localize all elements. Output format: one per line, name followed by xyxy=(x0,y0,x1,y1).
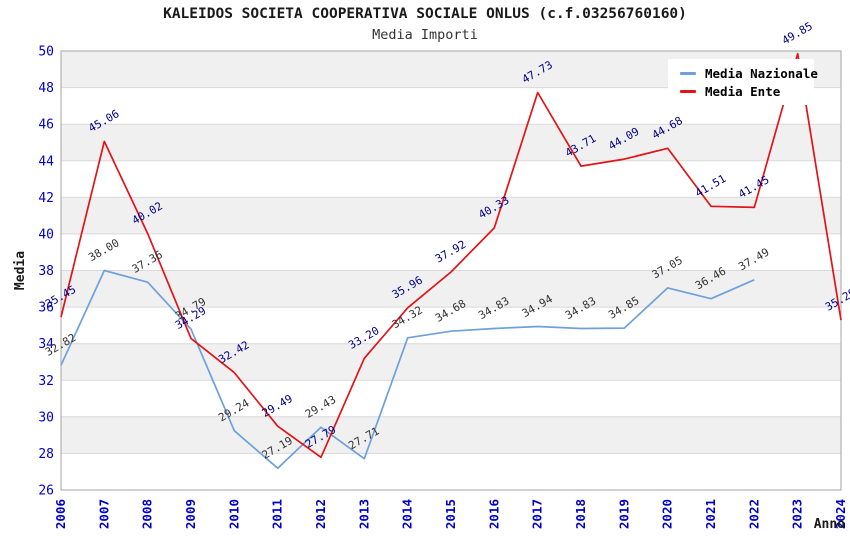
grid-band xyxy=(61,270,841,308)
x-tick-label: 2015 xyxy=(443,499,458,529)
legend: Media Nazionale Media Ente xyxy=(668,59,818,105)
y-tick-label: 34 xyxy=(38,337,54,352)
legend-label: Media Nazionale xyxy=(705,65,818,81)
y-tick-label: 36 xyxy=(38,301,54,316)
y-axis-title: Media xyxy=(13,251,28,290)
value-label: 41.51 xyxy=(693,172,728,200)
y-tick-label: 42 xyxy=(38,191,54,206)
y-tick-label: 48 xyxy=(38,81,54,96)
x-tick-label: 2014 xyxy=(400,499,415,529)
x-axis-title: Anno xyxy=(814,517,845,532)
legend-label: Media Ente xyxy=(705,83,781,99)
x-tick-label: 2006 xyxy=(53,499,68,529)
value-label: 29.49 xyxy=(260,392,295,420)
x-tick-label: 2018 xyxy=(573,499,588,529)
grid-band xyxy=(61,343,841,381)
y-tick-label: 32 xyxy=(38,374,54,389)
x-tick-label: 2016 xyxy=(486,499,501,529)
x-tick-label: 2020 xyxy=(660,499,675,529)
series-line-media-nazionale xyxy=(60,269,755,470)
x-tick-label: 2024 xyxy=(833,499,848,529)
x-tick-label: 2007 xyxy=(96,499,111,529)
value-label: 49.85 xyxy=(780,19,815,47)
x-tick-label: 2009 xyxy=(183,499,198,529)
y-tick-label: 44 xyxy=(38,154,54,169)
grid-band xyxy=(61,124,841,161)
plot-border xyxy=(60,50,842,491)
x-tick-label: 2012 xyxy=(313,499,328,529)
y-tick-label: 26 xyxy=(38,484,54,499)
x-tick-label: 2013 xyxy=(356,499,371,529)
y-tick-label: 46 xyxy=(38,118,54,133)
x-tick-label: 2011 xyxy=(270,499,285,529)
legend-item: Media Ente xyxy=(674,82,808,100)
y-tick-label: 50 xyxy=(38,45,54,60)
x-tick-label: 2017 xyxy=(530,499,545,529)
legend-item: Media Nazionale xyxy=(674,64,818,82)
grid-band xyxy=(61,416,841,454)
x-tick-label: 2022 xyxy=(746,499,761,529)
x-tick-label: 2021 xyxy=(703,499,718,529)
y-tick-label: 38 xyxy=(38,264,54,279)
series-line-media-ente xyxy=(60,52,842,459)
x-tick-label: 2019 xyxy=(616,499,631,529)
x-tick-label: 2008 xyxy=(140,499,155,529)
legend-line-swatch xyxy=(680,71,696,75)
value-label: 37.49 xyxy=(736,246,771,274)
x-tick-label: 2010 xyxy=(226,499,241,529)
value-label: 38.00 xyxy=(86,236,121,264)
y-tick-label: 28 xyxy=(38,447,54,462)
grid-band xyxy=(61,197,841,234)
legend-line-swatch xyxy=(680,89,696,93)
x-tick-label: 2023 xyxy=(790,499,805,529)
chart-subtitle: Media Importi xyxy=(372,27,478,43)
value-label: 37.92 xyxy=(433,238,468,266)
y-tick-label: 30 xyxy=(38,410,54,425)
y-tick-label: 40 xyxy=(38,227,54,242)
chart-title: KALEIDOS SOCIETA COOPERATIVA SOCIALE ONL… xyxy=(163,6,687,22)
